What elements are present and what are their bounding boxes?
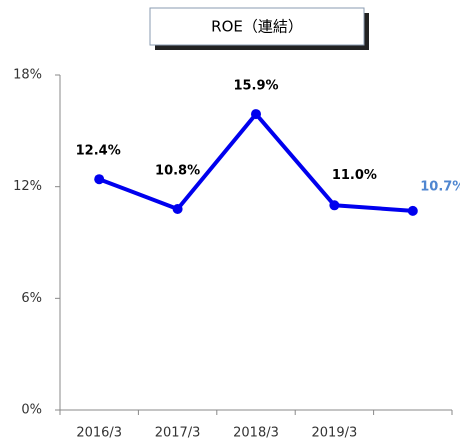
x-tick-label: 2019/3 [312,426,358,441]
data-label: 10.7% [420,179,460,194]
x-tick-label: 2016/3 [76,426,122,441]
y-tick-label: 0% [21,403,42,418]
point [172,204,183,214]
line [98,112,413,213]
y-tick-label: 18% [13,68,42,83]
data-label: 11.0% [332,168,377,183]
point [94,174,105,185]
title-box [149,7,365,46]
point [251,109,261,120]
point [329,200,340,211]
data-label: 12.4% [76,144,121,159]
data-label: 10.8% [155,164,200,179]
point [407,205,418,216]
data-label: 15.9% [233,79,278,94]
y-tick-label: 12% [13,179,42,194]
x-tick-label: 2018/3 [233,426,279,441]
x-tick-label: 2017/3 [155,426,201,441]
y-tick-label: 6% [21,291,42,306]
chart-title: ROE（連結） [211,18,303,36]
